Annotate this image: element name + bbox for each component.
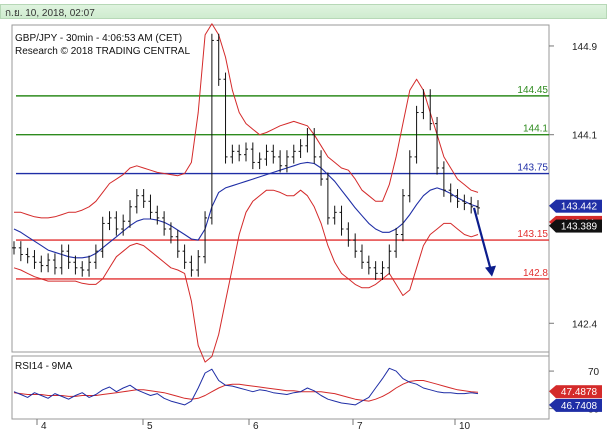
rsi-panel-frame [11, 355, 550, 420]
rsi-marker-pointer-1 [549, 398, 556, 412]
bands-layer [13, 23, 479, 363]
level-label-1: 144.1 [523, 124, 548, 135]
level-label-3: 143.15 [517, 229, 548, 240]
level-label-0: 144.45 [517, 85, 548, 96]
x-tick-label-3: 7 [357, 421, 363, 432]
chart-title: GBP/JPY - 30min - 4:06:53 AM (CET) [15, 33, 182, 44]
rsi-line [13, 367, 479, 406]
x-tick-label-4: 10 [459, 421, 471, 432]
rsi-marker-pointer-0 [549, 385, 556, 399]
level-label-4: 142.8 [523, 268, 548, 279]
y-tick-label-0: 144.9 [572, 42, 597, 53]
moving-average-line [13, 161, 479, 259]
price-marker-label-2: 143.389 [561, 222, 598, 233]
main-panel-frame [11, 24, 550, 353]
x-tick-label-1: 5 [147, 421, 153, 432]
price-marker-box-0 [556, 199, 602, 213]
top-bar: ก.ย. 10, 2018, 02:07 [0, 0, 614, 22]
price-marker-label-0: 143.442 [561, 202, 598, 213]
x-tick-label-2: 6 [253, 421, 259, 432]
timestamp-text: ก.ย. 10, 2018, 02:07 [5, 8, 95, 19]
bollinger-lower-line [13, 189, 479, 363]
rsi-marker-label-0: 47.4878 [561, 387, 598, 398]
rsi-marker-box-0 [556, 385, 602, 399]
y-tick-label-2: 142.4 [572, 319, 597, 330]
rsi-title: RSI14 - 9MA [15, 361, 73, 372]
chart-subtitle: Research © 2018 TRADING CENTRAL [15, 46, 190, 57]
levels-layer: 144.45 144.1 143.75 143.15 142.8 [16, 85, 549, 280]
timestamp-field: ก.ย. 10, 2018, 02:07 [0, 4, 607, 19]
price-layer [12, 33, 480, 281]
y-tick-label-1: 144.1 [572, 131, 597, 142]
rsi-marker-box-1 [556, 398, 602, 412]
price-marker-box-2 [556, 219, 602, 233]
rsi-ma-line [13, 380, 479, 402]
rsi-marker-label-1: 46.7408 [561, 401, 598, 412]
x-tick-label-0: 4 [41, 421, 47, 432]
forecast-layer [472, 207, 496, 277]
forecast-arrow-head [485, 265, 496, 277]
price-marker-pointer-2 [549, 219, 556, 233]
axis-layer: 143.442143.44143.389144.9144.1142.445671… [36, 42, 602, 432]
rsi-y-tick-label-0: 70 [588, 367, 600, 378]
forecast-arrow-shaft [472, 207, 493, 271]
bollinger-upper-line [14, 23, 479, 219]
level-label-2: 143.75 [517, 163, 548, 174]
price-marker-pointer-0 [549, 199, 556, 213]
